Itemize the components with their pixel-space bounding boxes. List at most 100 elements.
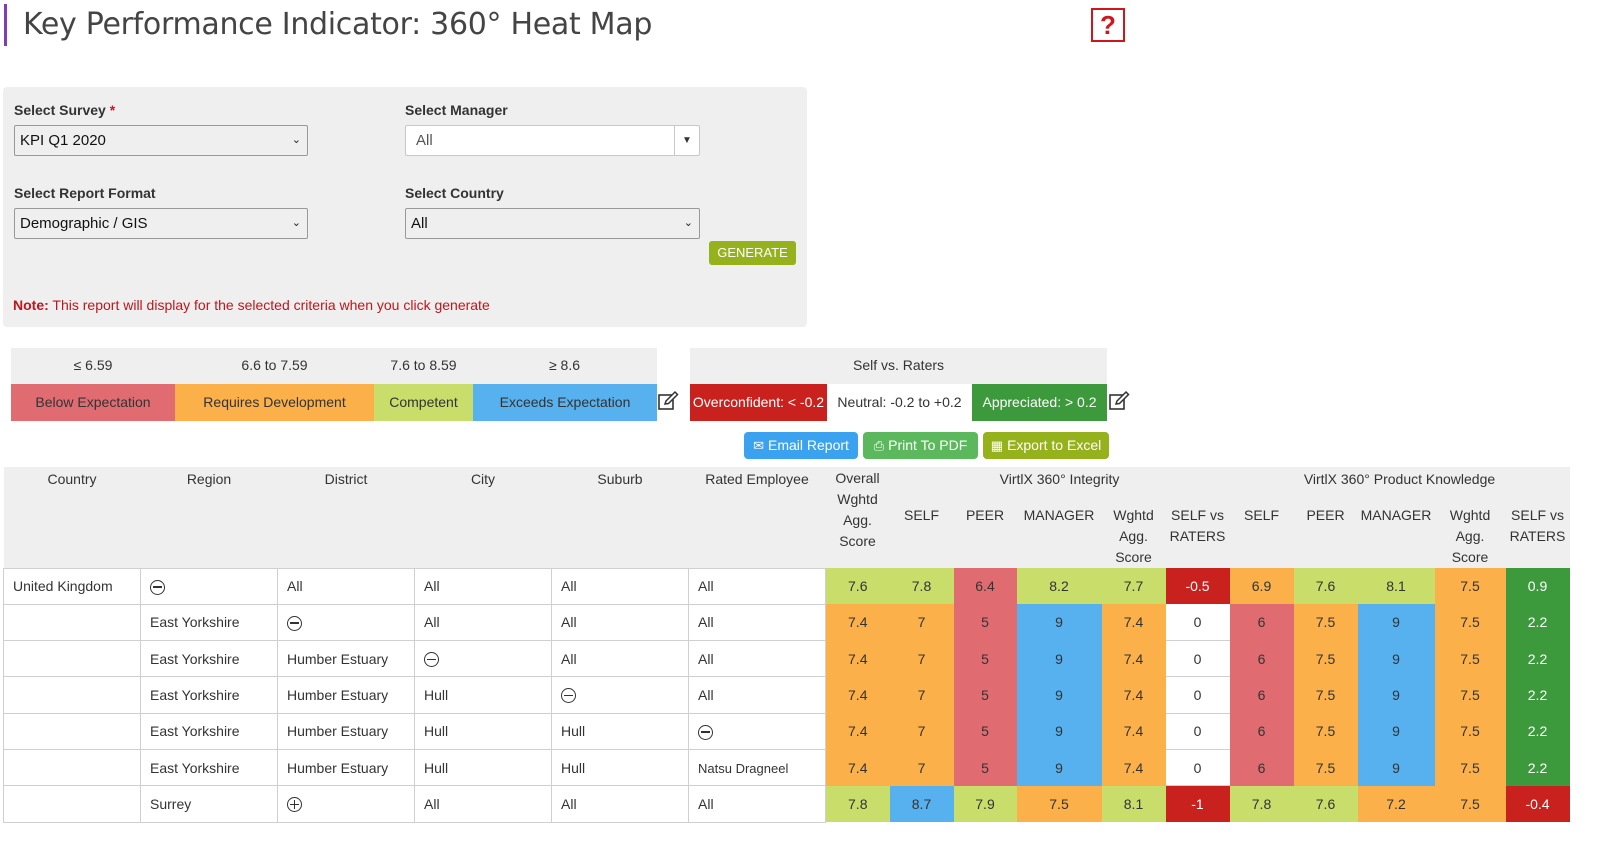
legend-range-header: [11, 348, 657, 384]
collapse-minus-icon[interactable]: [287, 615, 302, 631]
edit-icon[interactable]: [657, 390, 679, 412]
collapse-minus-icon[interactable]: [698, 724, 713, 740]
edit-icon[interactable]: [1108, 390, 1130, 412]
score-cell: 7.5: [1434, 568, 1506, 605]
country-select-value: All: [411, 215, 428, 232]
score-cell: 7.4: [825, 604, 890, 641]
cell-district-text: Humber Estuary: [287, 687, 389, 704]
col-header-manager: MANAGER: [1016, 491, 1102, 568]
score-cell: 7.5: [1293, 676, 1358, 714]
col-header-self-vs-raters: SELF vs RATERS: [1165, 491, 1230, 568]
col-group-product-knowledge: VirtlX 360° Product Knowledge: [1229, 467, 1570, 491]
col-header-wghtd: Wghtd Agg. Score: [1434, 491, 1506, 568]
cell-district-text: Humber Estuary: [287, 650, 389, 667]
cell-region-text: East Yorkshire: [150, 723, 240, 740]
print-to-pdf-label: Print To PDF: [888, 437, 968, 453]
cell-suburb-text: All: [561, 650, 577, 667]
cell-employee: All: [688, 567, 826, 605]
chevron-down-icon: ⌄: [291, 217, 301, 229]
collapse-minus-icon[interactable]: [561, 688, 576, 704]
cell-employee: All: [688, 640, 826, 678]
print-to-pdf-button[interactable]: ⎙ Print To PDF: [863, 432, 978, 459]
score-cell: 7.7: [1101, 568, 1166, 605]
legend-requires-development: Requires Development: [175, 384, 374, 421]
cell-suburb-text: Hull: [561, 723, 586, 740]
cell-region: East Yorkshire: [140, 712, 278, 750]
score-cell: 5: [953, 713, 1017, 750]
cell-district: [277, 603, 415, 642]
survey-select[interactable]: KPI Q1 2020 ⌄: [14, 125, 308, 156]
score-cell: 8.1: [1101, 785, 1166, 823]
cell-employee: [688, 712, 826, 750]
cell-region: East Yorkshire: [140, 603, 278, 642]
score-cell: 9: [1357, 640, 1435, 677]
score-cell: 0: [1165, 604, 1230, 642]
score-cell: 9: [1357, 676, 1435, 714]
score-cell: 7: [889, 640, 954, 677]
caret-down-icon[interactable]: ▼: [674, 126, 699, 155]
cell-suburb-text: All: [561, 795, 577, 812]
cell-district: [277, 785, 415, 823]
table-row: Surrey All All All 7.8 8.7 7.9 7.5 8.1 -1 7.8 7.6 7.…: [3, 785, 1570, 823]
score-cell: 2.2: [1505, 604, 1570, 641]
score-cell: 7.4: [1101, 604, 1166, 641]
score-cell: 7.6: [825, 568, 890, 605]
cell-country: [3, 640, 141, 678]
score-cell: 7.5: [1293, 749, 1358, 786]
heat-map-table: Country Region District City Suburb Rate…: [3, 467, 1570, 823]
score-cell: 7.4: [825, 713, 890, 750]
collapse-minus-icon[interactable]: [424, 652, 439, 668]
cell-suburb-text: Hull: [561, 759, 586, 776]
cell-region: East Yorkshire: [140, 748, 278, 787]
cell-district-text: Humber Estuary: [287, 759, 389, 776]
score-cell: 7.5: [1293, 640, 1358, 677]
score-cell: 7.8: [889, 568, 954, 605]
manager-select[interactable]: All ▼: [405, 125, 700, 156]
cell-suburb: Hull: [551, 712, 689, 750]
cell-district-text: Humber Estuary: [287, 723, 389, 740]
score-cell: 8.2: [1016, 568, 1102, 605]
cell-region: [140, 567, 278, 605]
cell-country: United Kingdom: [3, 567, 141, 605]
self-vs-raters-title: Self vs. Raters: [852, 357, 945, 373]
table-row: East Yorkshire Humber Estuary All All 7.4 7 5 9…: [3, 640, 1570, 678]
legend-exceeds-expectation: Exceeds Expectation: [473, 384, 657, 421]
cell-city-text: All: [424, 614, 440, 631]
cell-suburb: All: [551, 603, 689, 642]
score-cell: 7.4: [825, 640, 890, 677]
table-row: East Yorkshire Humber Estuary Hull Hull 7.4 7…: [3, 712, 1570, 750]
legend-below-expectation: Below Expectation: [11, 384, 175, 421]
email-report-button[interactable]: ✉ Email Report: [744, 432, 858, 459]
generate-button[interactable]: GENERATE: [709, 241, 796, 265]
country-select[interactable]: All ⌄: [405, 208, 700, 239]
report-format-label: Select Report Format: [14, 185, 156, 201]
page-title: Key Performance Indicator: 360° Heat Map: [4, 4, 652, 46]
cell-suburb: [551, 676, 689, 714]
export-to-excel-button[interactable]: ▦ Export to Excel: [983, 432, 1109, 459]
cell-region: Surrey: [140, 785, 278, 823]
score-cell: 7.5: [1434, 749, 1506, 786]
cell-country: [3, 748, 141, 787]
score-cell: 0: [1165, 640, 1230, 678]
cell-city-text: All: [424, 578, 440, 595]
envelope-icon: ✉: [753, 438, 764, 453]
score-cell: 7.5: [1434, 785, 1506, 823]
score-cell: 0: [1165, 676, 1230, 714]
help-question-icon[interactable]: ?: [1091, 8, 1125, 42]
cell-employee: Natsu Dragneel: [688, 748, 826, 787]
score-cell: 7.5: [1434, 676, 1506, 714]
cell-region: East Yorkshire: [140, 676, 278, 714]
col-header-self: SELF: [889, 491, 954, 568]
table-row: United Kingdom All All All All 7.6 7.8 6.4 8.2 7.…: [3, 567, 1570, 605]
score-cell: 7.9: [953, 785, 1017, 823]
cell-suburb-text: All: [561, 578, 577, 595]
cell-district: Humber Estuary: [277, 640, 415, 678]
cell-city: All: [414, 603, 552, 642]
report-format-select[interactable]: Demographic / GIS ⌄: [14, 208, 308, 239]
cell-employee: All: [688, 603, 826, 642]
expand-plus-icon[interactable]: [287, 797, 302, 813]
collapse-minus-icon[interactable]: [150, 579, 165, 595]
col-header-self: SELF: [1229, 491, 1294, 568]
score-cell: 7.5: [1434, 604, 1506, 641]
export-to-excel-label: Export to Excel: [1007, 437, 1102, 453]
